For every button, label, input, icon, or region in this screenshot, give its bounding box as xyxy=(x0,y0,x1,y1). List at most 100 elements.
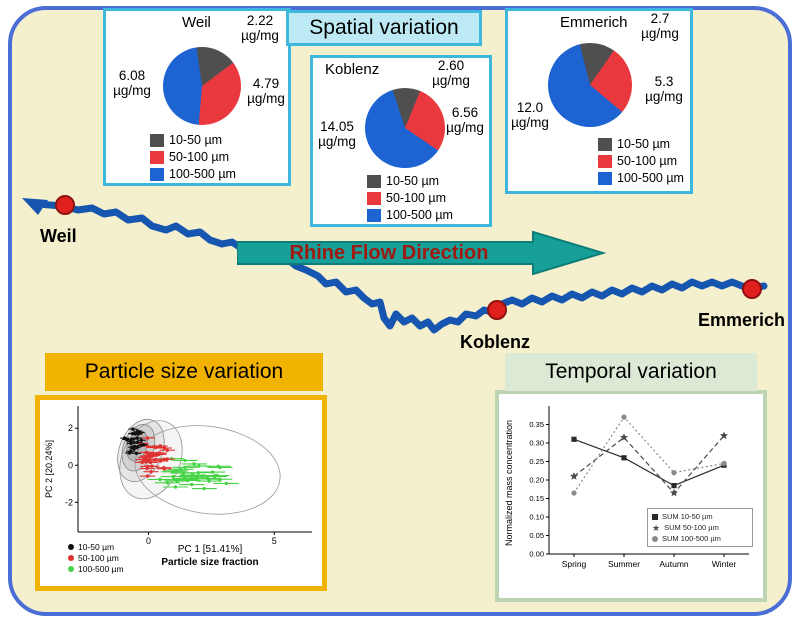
blue-swatch-icon xyxy=(150,167,164,181)
star-marker-icon: ★ xyxy=(652,522,661,533)
temporal-variation-title: Temporal variation xyxy=(505,353,757,391)
axis-tick-label: 0.30 xyxy=(529,439,544,448)
legend-item: 100-500 µm xyxy=(598,171,684,185)
koblenz-value-100-500: 14.05 µg/mg xyxy=(318,119,356,149)
emmerich-value-100-500: 12.0 µg/mg xyxy=(511,100,549,130)
legend-item: SUM 100-500 µm xyxy=(652,534,748,543)
axis-tick-label: 0.20 xyxy=(529,476,544,485)
pca-confidence-ellipse xyxy=(134,425,281,515)
weil-pie-panel: Weil 2.22 µg/mg 6.08 µg/mg 4.79 µg/mg 10-50… xyxy=(103,8,291,186)
legend-item: 10-50 µm xyxy=(598,137,684,151)
weil-pie-chart xyxy=(163,47,241,125)
axis-tick-label: 0 xyxy=(68,460,73,470)
koblenz-site-marker xyxy=(487,300,507,320)
spatial-variation-title: Spatial variation xyxy=(286,10,482,46)
axis-tick-label: 5 xyxy=(272,536,277,546)
weil-value-10-50: 2.22 µg/mg xyxy=(241,13,279,43)
category-tick-label: Winter xyxy=(712,559,737,569)
axis-tick-label: 0.15 xyxy=(529,494,544,503)
temporal-legend: SUM 10-50 µm ★ SUM 50-100 µm SUM 100-500 … xyxy=(647,508,753,547)
legend-item: 50-100 µm xyxy=(150,150,236,164)
gray-swatch-icon xyxy=(367,174,381,188)
weil-value-50-100: 4.79 µg/mg xyxy=(247,76,285,106)
axis-tick-label: 0.25 xyxy=(529,457,544,466)
legend-item: 10-50 µm xyxy=(150,133,236,147)
koblenz-value-10-50: 2.60 µg/mg xyxy=(432,58,470,88)
category-tick-label: Spring xyxy=(562,559,587,569)
emmerich-pie-legend: 10-50 µm 50-100 µm 100-500 µm xyxy=(598,137,684,185)
koblenz-value-50-100: 6.56 µg/mg xyxy=(446,105,484,135)
rhine-river xyxy=(34,200,768,334)
axis-tick-label: 0.05 xyxy=(529,531,544,540)
emmerich-pie-title: Emmerich xyxy=(560,14,628,31)
temporal-line-chart: 0.00 0.05 0.10 0.15 0.20 0.25 0.30 0.35 Spring Su… xyxy=(529,406,749,569)
temporal-y-axis-label: Normalized mass concentration xyxy=(504,419,514,546)
temporal-chart-panel: 0.00 0.05 0.10 0.15 0.20 0.25 0.30 0.35 Spring Su… xyxy=(495,390,767,602)
weil-site-label: Weil xyxy=(40,226,77,246)
pca-scatter-plot: 2 0 -2 0 5 xyxy=(65,406,312,546)
blue-swatch-icon xyxy=(598,171,612,185)
legend-item: 10-50 µm xyxy=(367,174,453,188)
koblenz-pie-chart xyxy=(365,88,445,168)
pca-cluster xyxy=(147,457,239,491)
koblenz-pie-title: Koblenz xyxy=(325,61,380,78)
emmerich-pie-panel: Emmerich 2.7 µg/mg 5.3 µg/mg 12.0 µg/mg 10-… xyxy=(505,8,693,194)
axis-tick-label: 2 xyxy=(68,423,73,433)
koblenz-pie-panel: Koblenz 2.60 µg/mg 6.56 µg/mg 14.05 µg/mg 1… xyxy=(310,55,492,227)
pca-legend: 10-50 µm 50-100 µm 100-500 µm xyxy=(68,542,124,574)
legend-item: 50-100 µm xyxy=(598,154,684,168)
category-tick-label: Summer xyxy=(608,559,640,569)
legend-item: 50-100 µm xyxy=(68,553,124,563)
axis-tick-label: 0.10 xyxy=(529,513,544,522)
koblenz-site-label: Koblenz xyxy=(460,332,530,352)
green-dot-icon xyxy=(68,566,74,572)
weil-value-100-500: 6.08 µg/mg xyxy=(113,68,151,98)
circle-marker-icon xyxy=(652,535,658,542)
weil-pie-legend: 10-50 µm 50-100 µm 100-500 µm xyxy=(150,133,236,181)
emmerich-site-label: Emmerich xyxy=(698,310,786,330)
legend-item: SUM 10-50 µm xyxy=(652,512,748,521)
gray-swatch-icon xyxy=(150,133,164,147)
pca-plot-area xyxy=(117,419,281,515)
emmerich-site-marker xyxy=(742,279,762,299)
red-swatch-icon xyxy=(150,150,164,164)
legend-item: 100-500 µm xyxy=(150,167,236,181)
legend-item: ★ SUM 50-100 µm xyxy=(652,522,719,533)
temporal-series xyxy=(571,414,727,496)
pca-cluster xyxy=(120,427,148,455)
blue-swatch-icon xyxy=(367,208,381,222)
pca-chart-panel: 2 0 -2 0 5 PC 2 [20.24%] PC 1 [51.41%] Parti… xyxy=(35,395,327,591)
axis-tick-label: 0.00 xyxy=(529,550,544,559)
gray-swatch-icon xyxy=(598,137,612,151)
square-marker-icon xyxy=(652,513,658,520)
emmerich-value-10-50: 2.7 µg/mg xyxy=(641,11,679,41)
red-swatch-icon xyxy=(367,191,381,205)
axis-tick-label: -2 xyxy=(65,497,73,507)
pca-cluster xyxy=(133,436,175,478)
axis-tick-label: 0 xyxy=(146,536,151,546)
legend-item: 50-100 µm xyxy=(367,191,453,205)
legend-item: 100-500 µm xyxy=(68,564,124,574)
red-dot-icon xyxy=(68,555,74,561)
red-swatch-icon xyxy=(598,154,612,168)
legend-item: 10-50 µm xyxy=(68,542,124,552)
particle-size-variation-title: Particle size variation xyxy=(45,353,323,391)
emmerich-value-50-100: 5.3 µg/mg xyxy=(645,74,683,104)
pca-x-axis-label: PC 1 [51.41%] xyxy=(177,544,243,555)
koblenz-pie-legend: 10-50 µm 50-100 µm 100-500 µm xyxy=(367,174,453,222)
weil-pie-title: Weil xyxy=(182,14,211,31)
emmerich-pie-chart xyxy=(548,43,632,127)
black-dot-icon xyxy=(68,544,74,550)
pca-x-axis-sublabel: Particle size fraction xyxy=(161,557,259,568)
axis-tick-label: 0.35 xyxy=(529,420,544,429)
flow-direction-arrow: Rhine Flow Direction xyxy=(236,230,609,276)
pca-y-axis-label: PC 2 [20.24%] xyxy=(44,439,54,498)
temporal-series xyxy=(570,431,728,497)
flow-arrow-icon xyxy=(236,230,607,276)
weil-site-marker xyxy=(55,195,75,215)
category-tick-label: Autumn xyxy=(659,559,689,569)
legend-item: 100-500 µm xyxy=(367,208,453,222)
flow-direction-label: Rhine Flow Direction xyxy=(289,241,489,264)
